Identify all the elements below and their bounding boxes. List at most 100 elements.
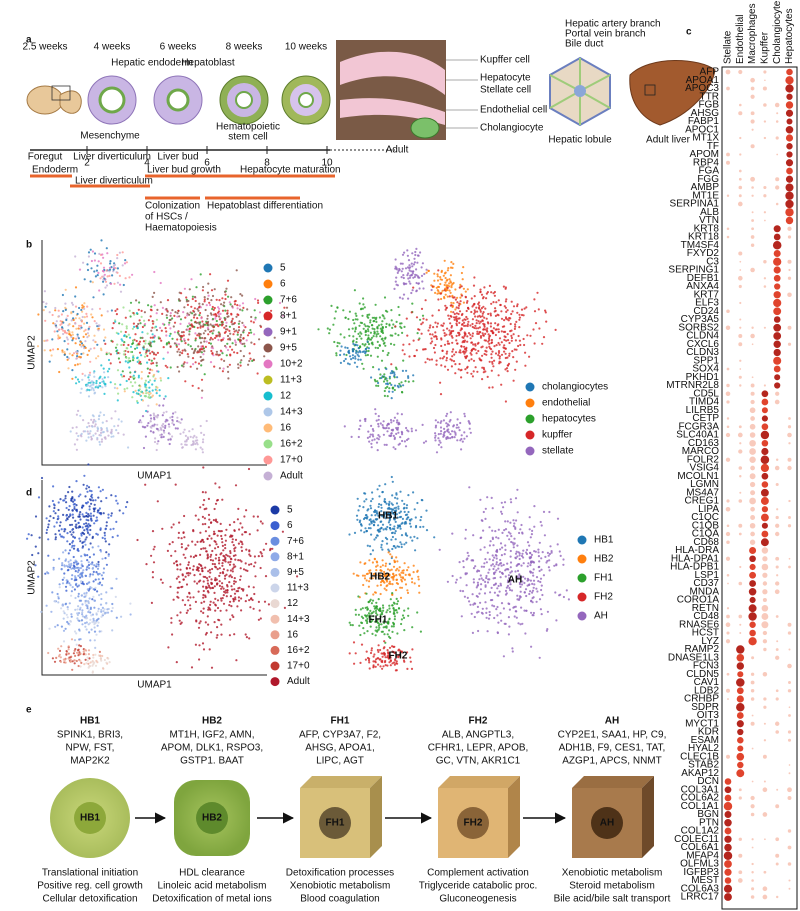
cell-point [101,613,104,616]
cell-point [78,324,81,327]
cell-point [409,266,412,269]
cell-point [77,521,80,525]
cell-point [213,288,216,291]
legend-label: 9+5 [280,343,297,354]
cell-point [200,378,204,381]
cell-point [81,310,84,313]
cell-point [439,432,442,435]
cell-point [85,511,88,514]
cell-point [117,332,120,335]
cell-point [367,659,371,662]
axis-title: UMAP1 [137,680,172,691]
cell-point [87,463,90,466]
cell-point [197,580,201,583]
cell-point [86,430,89,433]
cell-point [115,429,118,432]
cell-point [448,282,451,285]
cell-point [117,418,120,421]
cell-point [473,276,476,279]
cell-point [237,322,240,325]
cell-point [462,560,465,563]
cell-point [386,310,389,313]
cell-point [390,319,393,322]
cell-point [388,382,392,385]
cell-point [463,415,466,418]
cell-point [206,579,209,582]
cell-point [114,410,117,413]
cell-point [207,513,211,517]
cell-point [476,584,479,587]
cell-point [502,506,505,509]
cell-point [443,289,446,292]
cell-point [384,517,387,520]
cell-point [149,425,152,428]
cell-point [69,430,72,433]
cell-point [366,617,369,621]
cell-point [412,263,416,266]
cell-point [176,365,179,369]
cell-point [363,306,366,309]
cell-point [74,342,77,345]
cell-point [222,304,225,307]
cell-point [464,333,467,336]
cell-point [452,329,455,333]
cell-point [91,566,95,570]
cell-point [216,582,219,585]
cell-point [57,309,60,312]
cell-point [86,529,89,533]
cell-point [247,363,250,366]
cell-point [228,363,231,366]
cell-point [102,610,105,613]
cell-point [509,580,512,583]
cell-point [170,554,173,557]
cell-point [481,378,484,381]
cell-point [466,596,469,600]
cell-point [458,351,461,354]
cell-point [114,320,117,323]
cell-point [479,290,482,293]
cell-point [70,311,73,314]
cell-point [418,276,421,279]
cell-point [86,659,89,662]
legend-swatch [270,552,280,562]
cell-point [391,371,394,375]
cell-point [178,581,181,584]
cell-point [403,578,406,581]
cell-point [455,322,458,325]
cell-point [513,348,516,351]
legend-label: 11+3 [287,583,309,594]
cell-point [99,431,103,434]
cell-point [85,487,88,490]
cell-point [231,342,234,345]
cell-point [374,609,378,613]
cell-point [458,362,461,366]
cell-point [232,544,235,547]
cell-point [356,365,359,368]
cell-point [150,359,153,362]
cell-point [198,644,201,647]
cell-point [395,597,398,601]
cell-point [506,520,509,523]
cell-point [364,325,367,328]
cell-point [183,428,186,431]
cell-point [502,346,505,349]
cell-point [480,307,483,310]
cell-point [202,353,205,356]
cell-point [171,317,174,320]
cell-point [86,490,89,493]
cell-point [380,526,383,530]
cell-point [493,310,496,313]
timeline-tick-label: 10 [321,158,333,169]
cell-point [382,342,385,345]
cell-point [63,564,66,567]
cell-point [250,597,253,600]
cell-point [369,319,372,322]
cell-point [172,325,175,328]
cell-point [91,535,94,539]
cell-point [395,283,398,286]
cell-point [489,591,492,594]
cell-point [149,352,152,355]
cell-point [422,317,425,320]
cell-point [434,426,437,429]
cell-point [396,611,399,614]
